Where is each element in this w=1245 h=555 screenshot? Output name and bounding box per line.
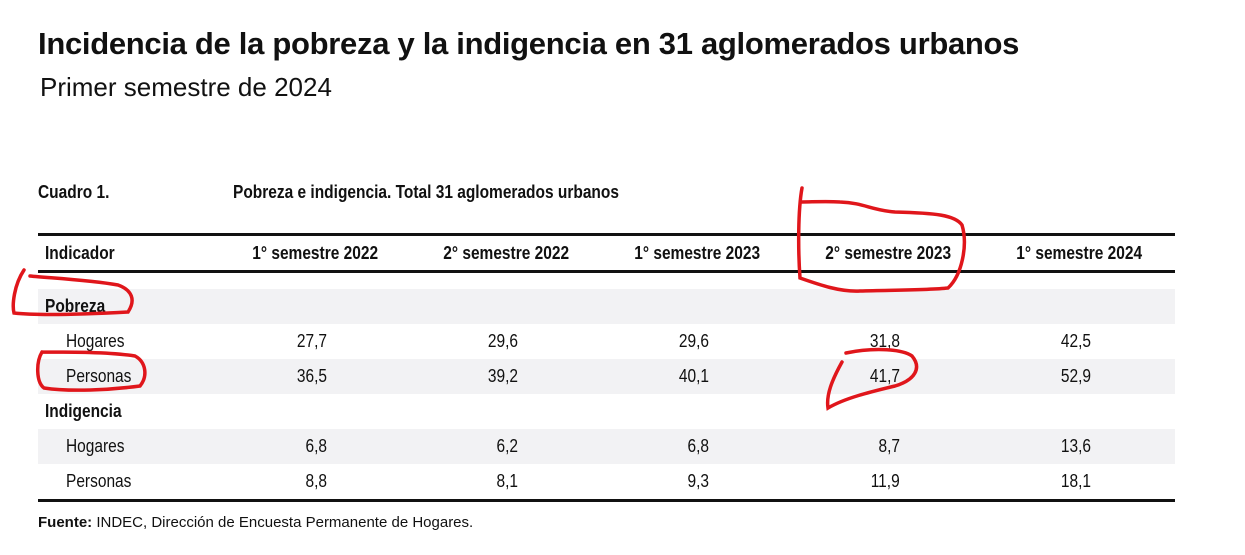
- value-cell: 29,6: [487, 331, 518, 351]
- value-cell: 11,9: [793, 464, 984, 502]
- value-cell: 6,2: [411, 429, 602, 464]
- header-2s2022: 2° semestre 2022: [411, 233, 602, 273]
- source-text: INDEC, Dirección de Encuesta Permanente …: [92, 514, 474, 531]
- value-cell: 39,2: [411, 359, 602, 394]
- table-header-row: Indicador 1° semestre 2022 2° semestre 2…: [38, 233, 1175, 273]
- value-cell: 8,7: [793, 429, 984, 464]
- source-label: Fuente:: [38, 514, 93, 531]
- value-cell: 6,8: [220, 429, 411, 464]
- value-cell: 41,7: [793, 359, 984, 394]
- poverty-table: Indicador 1° semestre 2022 2° semestre 2…: [38, 233, 1175, 502]
- table-row: Hogares 6,8 6,2 6,8 8,7 13,6: [38, 429, 1175, 464]
- row-label: Personas: [38, 464, 220, 502]
- value-cell: 9,3: [602, 464, 793, 502]
- table-row: Personas 36,5 39,2 40,1 41,7 52,9: [38, 359, 1175, 394]
- page-title: Incidencia de la pobreza y la indigencia…: [38, 26, 1020, 61]
- table-row: Personas 8,8 8,1 9,3 11,9 18,1: [38, 464, 1175, 502]
- header-1s2024: 1° semestre 2024: [984, 233, 1175, 273]
- row-label: Personas: [38, 359, 220, 394]
- row-label: Hogares: [38, 429, 220, 464]
- value-cell: 40,1: [602, 359, 793, 394]
- group-label: Indigencia: [45, 401, 122, 421]
- group-row-pobreza: Pobreza: [38, 289, 1175, 324]
- value-cell: 52,9: [984, 359, 1175, 394]
- table-caption-text: Pobreza e indigencia. Total 31 aglomerad…: [233, 182, 619, 202]
- value-cell: 18,1: [984, 464, 1175, 502]
- row-label: Hogares: [66, 331, 125, 351]
- value-cell: 27,7: [296, 331, 327, 351]
- value-cell: 13,6: [984, 429, 1175, 464]
- value-cell: 36,5: [220, 359, 411, 394]
- value-cell: 6,8: [602, 429, 793, 464]
- source-note: Fuente: INDEC, Dirección de Encuesta Per…: [38, 514, 473, 531]
- value-cell: 8,1: [411, 464, 602, 502]
- value-cell: 31,8: [869, 331, 900, 351]
- group-row-indigencia: Indigencia: [38, 394, 1175, 429]
- table-row: Hogares 27,7 29,6 29,6 31,8 42,5: [38, 324, 1175, 359]
- spacer-row: [38, 272, 1175, 290]
- value-cell: 8,8: [220, 464, 411, 502]
- table-caption-number: Cuadro 1.: [38, 182, 110, 202]
- group-label: Pobreza: [38, 289, 220, 324]
- header-indicador: Indicador: [38, 233, 220, 273]
- page-subtitle: Primer semestre de 2024: [40, 72, 332, 102]
- header-1s2023: 1° semestre 2023: [602, 233, 793, 273]
- value-cell: 29,6: [678, 331, 709, 351]
- value-cell: 42,5: [1060, 331, 1091, 351]
- header-1s2022: 1° semestre 2022: [220, 233, 411, 273]
- header-2s2023: 2° semestre 2023: [793, 233, 984, 273]
